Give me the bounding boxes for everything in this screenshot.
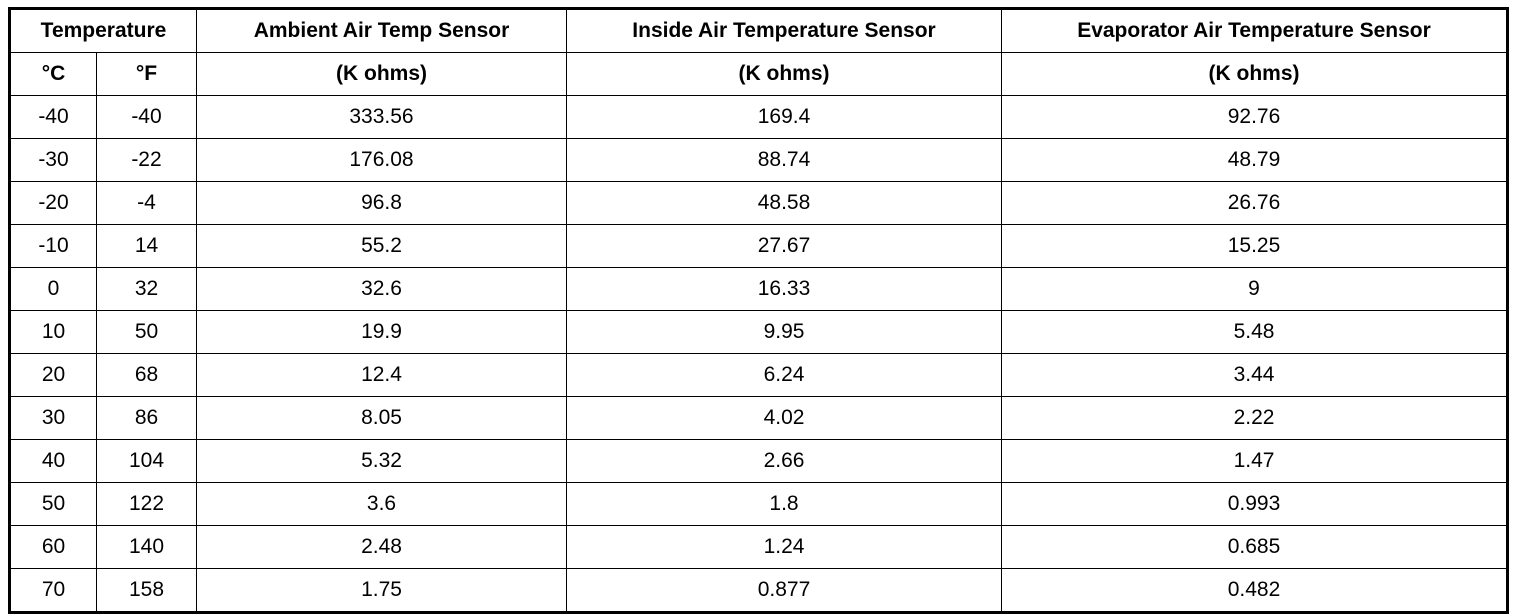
data-cell: 16.33 [566,267,1002,311]
data-cell: 48.58 [566,181,1002,225]
data-cell: 1.47 [1001,439,1508,483]
data-cell: 32.6 [196,267,567,311]
data-row: -10 14 55.2 27.67 15.25 [9,224,1508,268]
data-cell: 9.95 [566,310,1002,354]
header-row: Temperature Ambient Air Temp Sensor Insi… [9,8,1508,53]
data-cell: 140 [96,525,197,569]
data-cell: 2.66 [566,439,1002,483]
data-cell: 68 [96,353,197,397]
data-cell: 9 [1001,267,1508,311]
data-cell: 26.76 [1001,181,1508,225]
data-cell: 50 [96,310,197,354]
data-cell: 15.25 [1001,224,1508,268]
data-cell: 27.67 [566,224,1002,268]
data-cell: 0.685 [1001,525,1508,569]
data-row: -30 -22 176.08 88.74 48.79 [9,138,1508,182]
data-cell: 169.4 [566,95,1002,139]
header-cell: (K ohms) [196,52,567,96]
data-row: 50 122 3.6 1.8 0.993 [9,482,1508,526]
data-cell: 96.8 [196,181,567,225]
data-cell: 176.08 [196,138,567,182]
data-cell: 14 [96,224,197,268]
data-cell: 6.24 [566,353,1002,397]
header-cell: Inside Air Temperature Sensor [566,8,1002,53]
data-row: 60 140 2.48 1.24 0.685 [9,525,1508,569]
data-cell: 2.22 [1001,396,1508,440]
data-cell: 5.32 [196,439,567,483]
data-row: 20 68 12.4 6.24 3.44 [9,353,1508,397]
data-cell: 1.8 [566,482,1002,526]
data-cell: 0 [9,267,97,311]
header-cell: Evaporator Air Temperature Sensor [1001,8,1508,53]
data-row: -40 -40 333.56 169.4 92.76 [9,95,1508,139]
data-row: 10 50 19.9 9.95 5.48 [9,310,1508,354]
data-cell: 19.9 [196,310,567,354]
data-cell: -4 [96,181,197,225]
data-cell: 86 [96,396,197,440]
data-cell: 55.2 [196,224,567,268]
header-cell: Ambient Air Temp Sensor [196,8,567,53]
data-cell: 20 [9,353,97,397]
data-cell: 40 [9,439,97,483]
data-cell: 50 [9,482,97,526]
data-row: 30 86 8.05 4.02 2.22 [9,396,1508,440]
data-cell: 32 [96,267,197,311]
data-cell: 3.44 [1001,353,1508,397]
data-cell: 333.56 [196,95,567,139]
header-cell: Temperature [9,8,197,53]
data-cell: -40 [96,95,197,139]
header-row: °C °F (K ohms) (K ohms) (K ohms) [9,52,1508,96]
data-cell: 88.74 [566,138,1002,182]
data-row: -20 -4 96.8 48.58 26.76 [9,181,1508,225]
data-cell: 104 [96,439,197,483]
data-cell: 48.79 [1001,138,1508,182]
data-cell: 30 [9,396,97,440]
data-cell: 4.02 [566,396,1002,440]
header-cell: (K ohms) [566,52,1002,96]
data-cell: -10 [9,224,97,268]
header-cell: (K ohms) [1001,52,1508,96]
data-cell: 92.76 [1001,95,1508,139]
data-cell: 60 [9,525,97,569]
data-cell: -40 [9,95,97,139]
data-cell: -22 [96,138,197,182]
header-cell: °C [9,52,97,96]
data-cell: 122 [96,482,197,526]
resistance-table: Temperature Ambient Air Temp Sensor Insi… [8,7,1509,614]
data-cell: 1.24 [566,525,1002,569]
data-cell: -20 [9,181,97,225]
data-cell: 10 [9,310,97,354]
data-row: 0 32 32.6 16.33 9 [9,267,1508,311]
data-cell: 12.4 [196,353,567,397]
data-cell: 3.6 [196,482,567,526]
data-cell: -30 [9,138,97,182]
data-cell: 8.05 [196,396,567,440]
header-cell: °F [96,52,197,96]
data-row: 40 104 5.32 2.66 1.47 [9,439,1508,483]
table-body: -40 -40 333.56 169.4 92.76 -30 -22 176.08 88.74 4… [9,95,1508,613]
table-header: Temperature Ambient Air Temp Sensor Insi… [9,8,1508,96]
data-cell: 5.48 [1001,310,1508,354]
data-cell: 2.48 [196,525,567,569]
data-cell: 0.993 [1001,482,1508,526]
